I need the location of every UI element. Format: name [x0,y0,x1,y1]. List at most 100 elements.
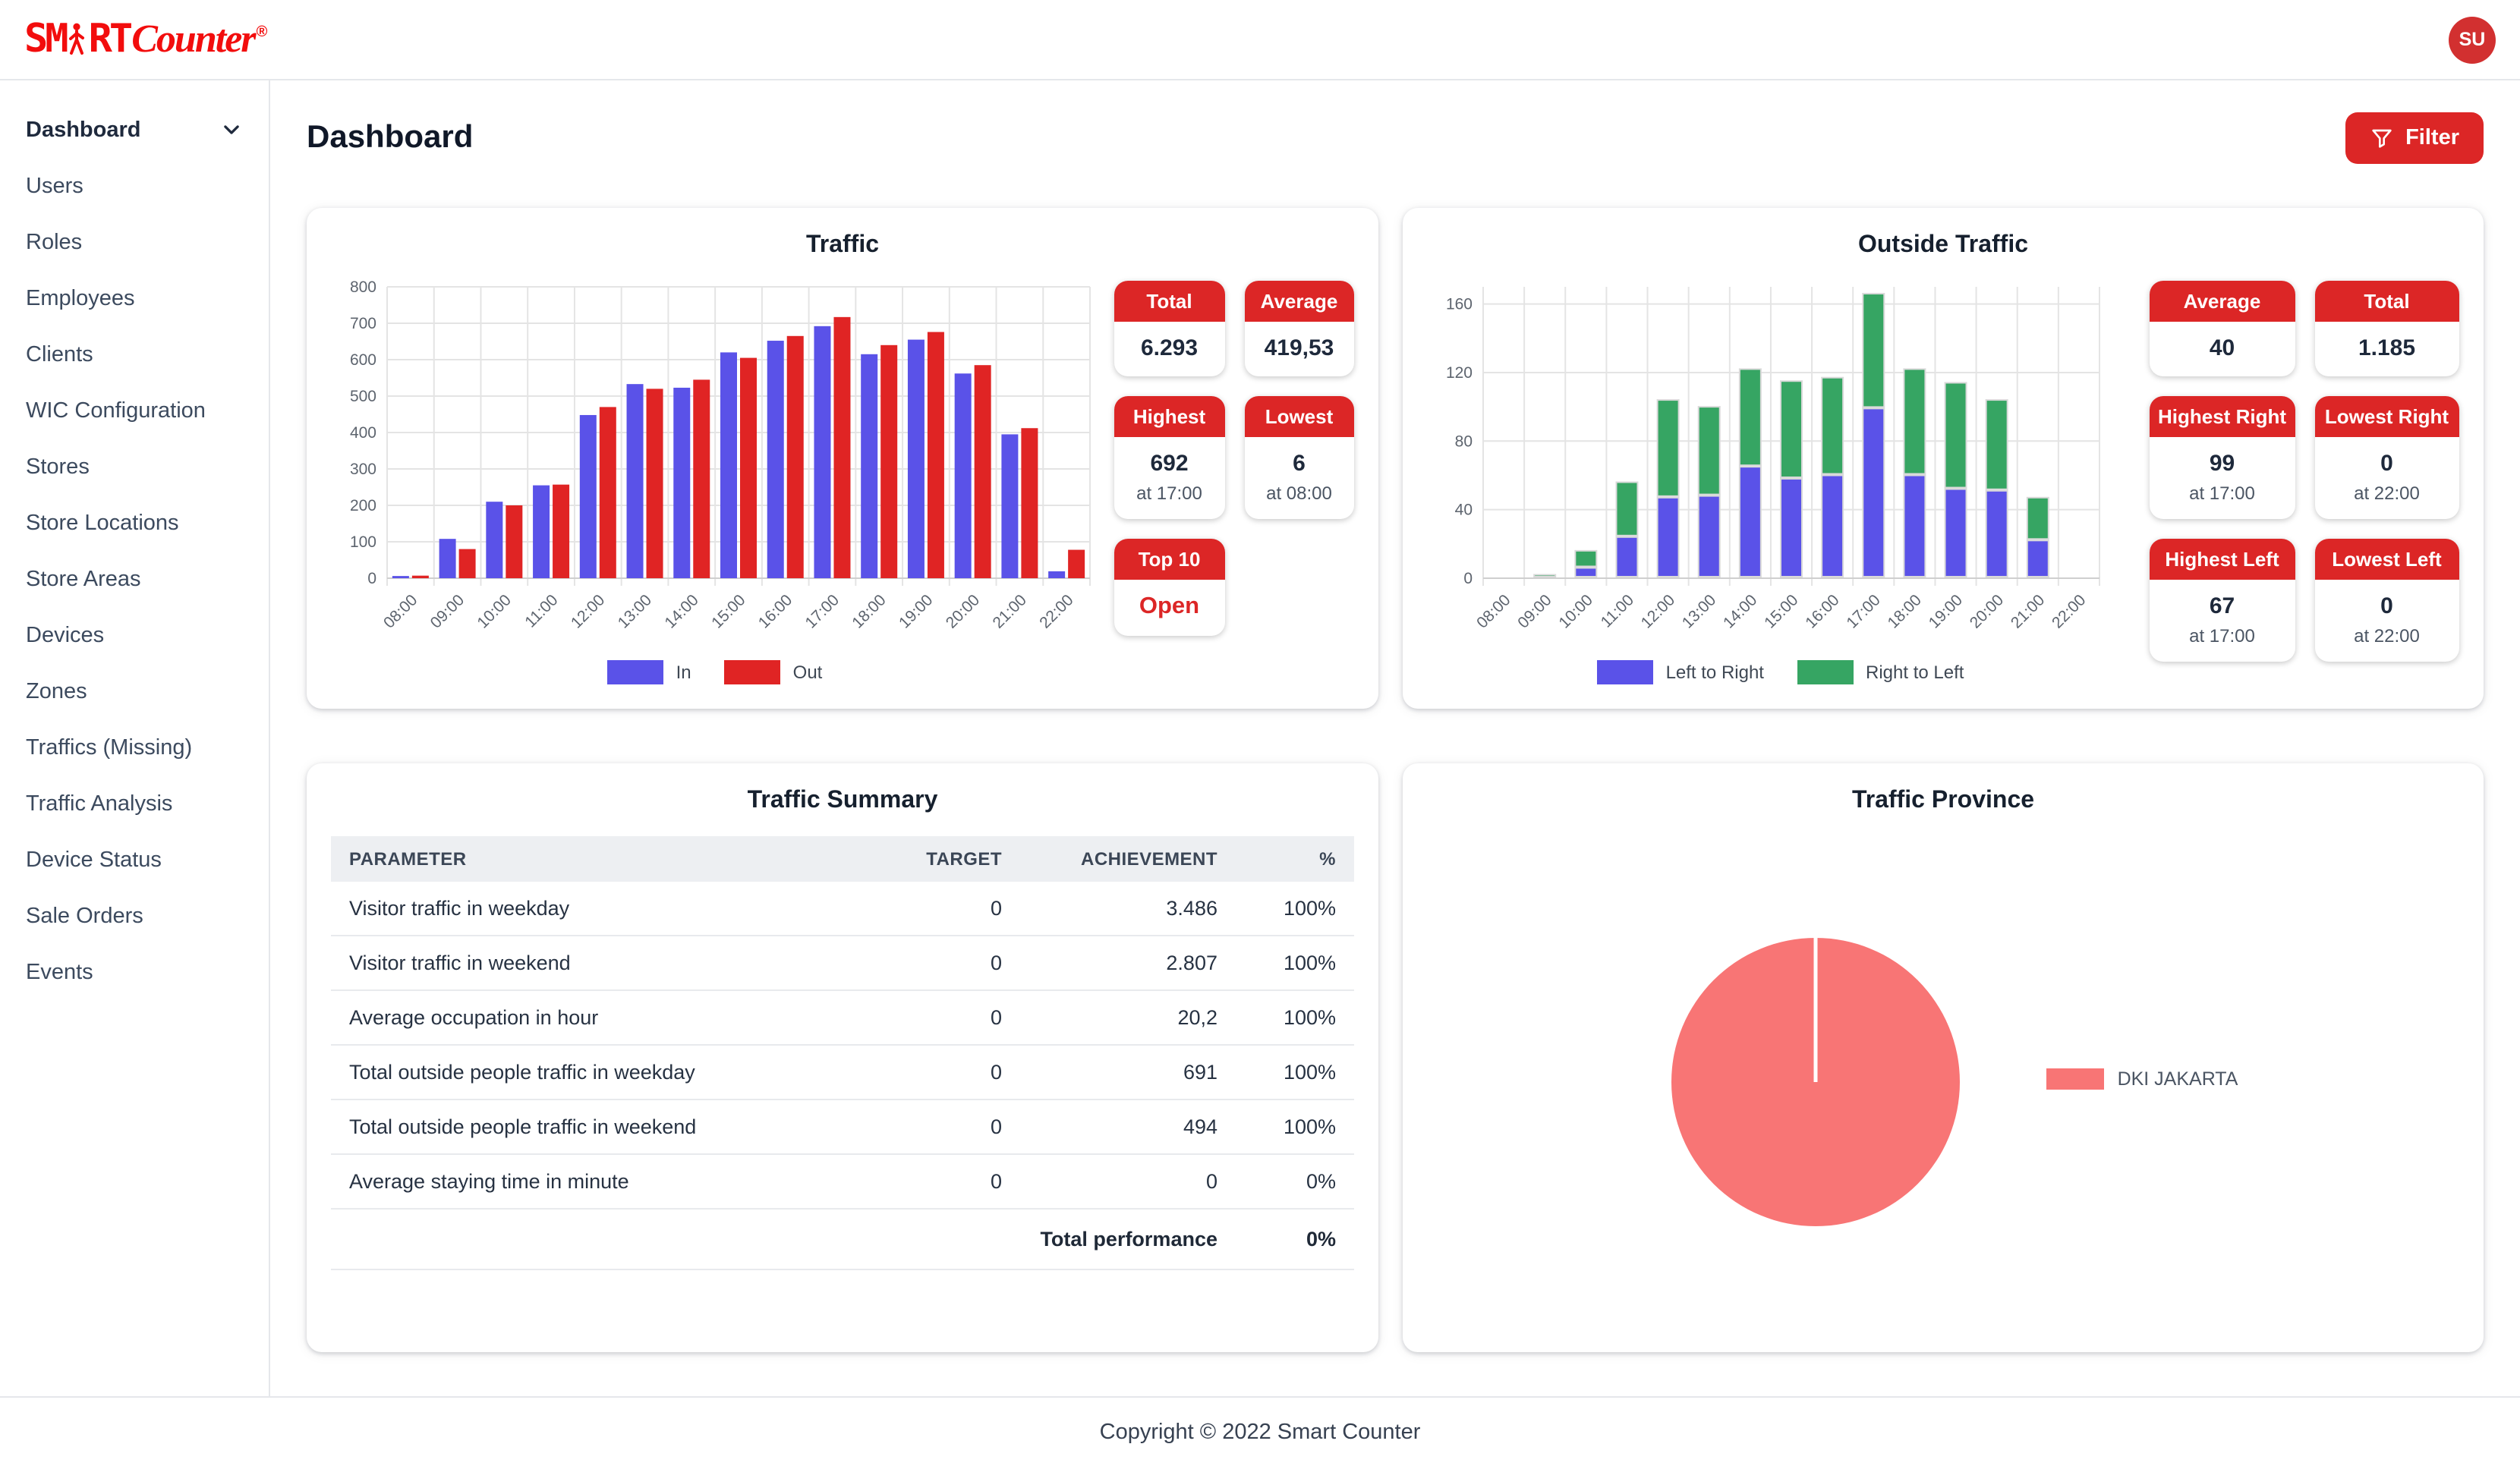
sidebar-item-sale-orders[interactable]: Sale Orders [26,904,143,928]
stat-card-highest: Highest 692 at 17:00 [1114,396,1224,519]
sidebar-item-clients[interactable]: Clients [26,342,93,366]
filter-button[interactable]: Filter [2345,112,2484,164]
chevron-down-icon [224,125,239,134]
stat-card-top10: Top 10 Open [1114,539,1224,636]
user-avatar[interactable]: SU [2449,16,2496,63]
outside-traffic-stacked-bar-chart: 0 40 80 120 160 08:00 09:00 10:00 11:00 12:00 13:0… [1446,287,2100,632]
sidebar-item-device-status[interactable]: Device Status [26,848,162,872]
legend-swatch [724,660,781,684]
svg-text:14:00: 14:00 [660,591,701,631]
svg-text:120: 120 [1446,364,1473,382]
sidebar-item-stores[interactable]: Stores [26,455,90,479]
sidebar-item-devices[interactable]: Devices [26,623,105,647]
sidebar-nav: Dashboard Users Roles Employees Clients … [0,80,270,1396]
sidebar-item-dashboard[interactable]: Dashboard [0,102,269,158]
sidebar-item-store-areas[interactable]: Store Areas [26,567,141,591]
svg-text:15:00: 15:00 [1761,591,1801,631]
svg-text:18:00: 18:00 [848,591,888,631]
page-title: Dashboard [307,120,474,155]
total-performance-label: Total performance [1020,1209,1236,1270]
legend-swatch [2046,1068,2104,1090]
table-row: Total outside people traffic in weekday 0… [331,1045,1354,1100]
svg-text:200: 200 [349,497,376,514]
total-performance-value: 0% [1236,1209,1354,1270]
svg-text:800: 800 [349,278,376,296]
stat-card-highest-right: Highest Right 99 at 17:00 [2150,396,2295,519]
svg-text:21:00: 21:00 [989,591,1029,631]
legend-label: Left to Right [1665,662,1764,683]
province-legend: DKI JAKARTA [2046,1068,2238,1090]
funnel-icon [2371,129,2391,148]
legend-label: Out [792,662,823,683]
legend-item: Out [724,660,823,684]
svg-text:17:00: 17:00 [802,591,842,631]
traffic-bar-chart: 0 100 200 300 400 500 600 700 800 08:00 09:00 10:00… [349,278,1090,632]
outside-traffic-card-title: Outside Traffic [1857,232,2029,258]
stat-card-total: Total 6.293 [1114,281,1224,376]
svg-text:40: 40 [1455,502,1473,519]
svg-text:19:00: 19:00 [1926,591,1966,631]
svg-text:300: 300 [349,461,376,478]
province-pie-chart [1671,938,1960,1226]
traffic-summary-title: Traffic Summary [747,788,938,813]
svg-text:08:00: 08:00 [1473,591,1514,631]
sidebar-item-events[interactable]: Events [26,960,93,984]
sidebar-item-traffics-missing[interactable]: Traffics (Missing) [26,735,193,760]
svg-text:700: 700 [349,315,376,332]
svg-text:22:00: 22:00 [1035,591,1076,631]
table-footer-row: Total performance 0% [331,1209,1354,1270]
outside-chart-legend: Left to Right Right to Left [1597,660,1964,684]
table-row: Total outside people traffic in weekend 0… [331,1100,1354,1155]
sidebar-item-roles[interactable]: Roles [26,230,83,254]
legend-swatch [1797,660,1854,684]
svg-text:19:00: 19:00 [895,591,935,631]
sidebar-item-zones[interactable]: Zones [26,679,87,703]
sidebar-item-store-locations[interactable]: Store Locations [26,511,179,535]
svg-text:13:00: 13:00 [1679,591,1719,631]
legend-item: Left to Right [1597,660,1764,684]
svg-text:11:00: 11:00 [1598,591,1637,631]
stat-card-outside-average: Average 40 [2150,281,2295,376]
sidebar-item-employees[interactable]: Employees [26,286,135,310]
svg-text:0: 0 [367,570,376,587]
sidebar-item-wic-configuration[interactable]: WIC Configuration [26,398,206,423]
legend-swatch [607,660,664,684]
legend-label: Right to Left [1866,662,1964,683]
legend-label: In [676,662,691,683]
smart-counter-logo: SM RT Counter ® [24,17,267,62]
svg-text:400: 400 [349,424,376,442]
traffic-province-title: Traffic Province [1851,788,2035,813]
traffic-stats: Total 6.293 Average 419,53 Highest 692 a… [1114,281,1354,684]
legend-label: DKI JAKARTA [2117,1068,2238,1090]
svg-text:13:00: 13:00 [614,591,654,631]
sidebar-item-traffic-analysis[interactable]: Traffic Analysis [26,791,173,816]
svg-text:100: 100 [349,533,376,551]
top-header: SM RT Counter ® SU [0,0,2520,80]
svg-text:12:00: 12:00 [567,591,607,631]
sidebar-item-users[interactable]: Users [26,174,83,198]
stat-card-lowest-right: Lowest Right 0 at 22:00 [2314,396,2459,519]
stat-card-outside-total: Total 1.185 [2314,281,2459,376]
svg-text:18:00: 18:00 [1885,591,1925,631]
traffic-chart-legend: In Out [607,660,823,684]
stat-card-average: Average 419,53 [1244,281,1354,376]
outside-traffic-card: Outside Traffic 0 40 80 120 160 08:00 09:00 10:… [1403,208,2484,709]
svg-text:17:00: 17:00 [1843,591,1883,631]
svg-text:15:00: 15:00 [707,591,748,631]
svg-text:0: 0 [1463,570,1473,587]
svg-text:11:00: 11:00 [521,591,560,631]
logo-text-sm: SM [24,17,69,62]
stat-card-highest-left: Highest Left 67 at 17:00 [2150,539,2295,662]
svg-text:14:00: 14:00 [1720,591,1760,631]
logo-text-counter: Counter [131,17,256,61]
logo-text-rt: RT [88,17,134,62]
legend-item: Right to Left [1797,660,1964,684]
svg-text:22:00: 22:00 [2049,591,2089,631]
svg-text:09:00: 09:00 [1514,591,1555,631]
svg-text:08:00: 08:00 [380,591,420,631]
traffic-summary-table: PARAMETER TARGET ACHIEVEMENT % Visitor t… [331,836,1354,1270]
copyright-text: Copyright © 2022 Smart Counter [1099,1420,1421,1444]
table-row: Visitor traffic in weekday 0 3.486 100% [331,882,1354,936]
top10-open-link[interactable]: Open [1139,593,1200,619]
